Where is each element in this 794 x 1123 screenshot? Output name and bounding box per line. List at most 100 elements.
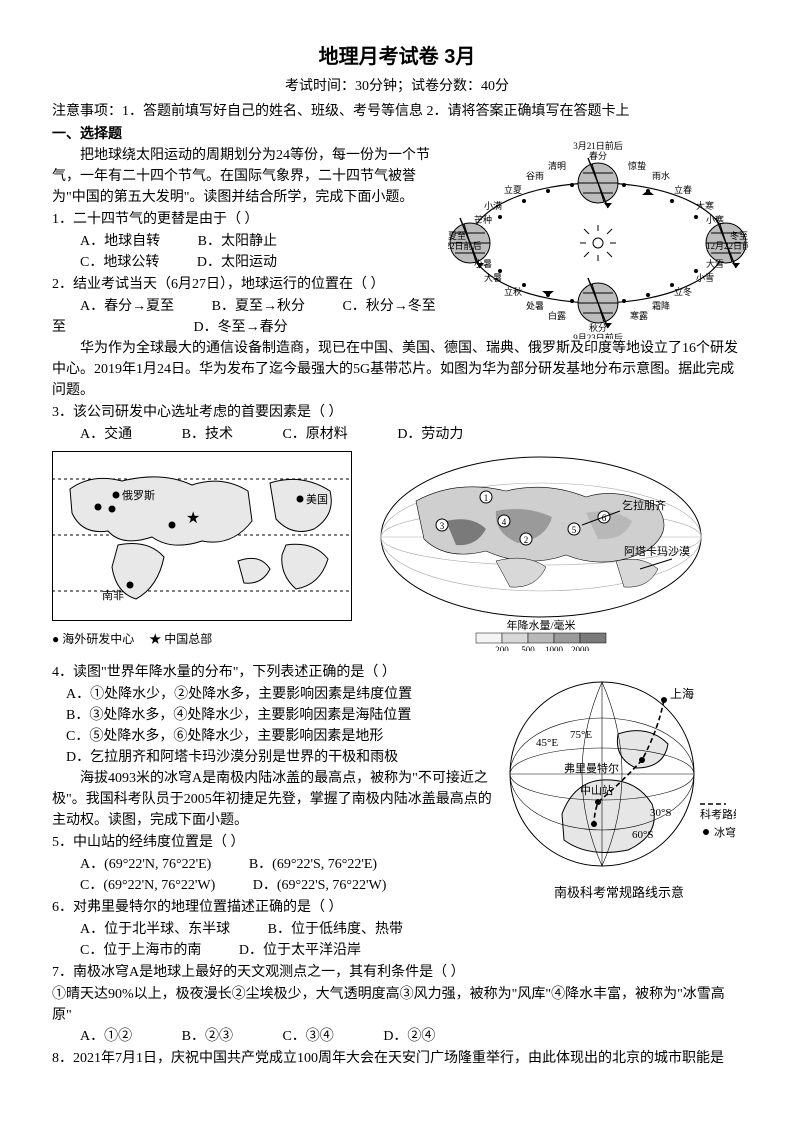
svg-text:500: 500	[521, 645, 535, 651]
world-precip-map: 1 2 3 4 5 6 乞拉朋齐 阿塔卡玛沙漠 年降水量/毫米 200 500 …	[376, 451, 706, 658]
q3-opt-c: C．原材料	[282, 424, 347, 445]
svg-text:1000: 1000	[545, 645, 564, 651]
svg-text:阿塔卡玛沙漠: 阿塔卡玛沙漠	[624, 545, 690, 558]
q4-opt-a: A．①处降水少，②处降水多，主要影响因素是纬度位置	[66, 684, 492, 705]
svg-text:1: 1	[484, 493, 489, 503]
antarctic-route-diagram: 30°S 60°S 45°E 75°E 上海 弗里曼特尔 中山站 科考路线 冰穹…	[502, 664, 736, 903]
svg-text:大雪: 大雪	[706, 258, 724, 269]
q6-opt-b: B．位于低纬度、热带	[268, 919, 403, 940]
exam-notice: 注意事项：1．答题前填写好自己的姓名、班级、考号等信息 2．请将答案正确填写在答…	[52, 101, 742, 122]
svg-text:9月23日前后: 9月23日前后	[573, 332, 623, 339]
q4-opt-d: D．乞拉朋齐和阿塔卡玛沙漠分别是世界的干极和雨极	[66, 747, 492, 768]
svg-text:谷雨: 谷雨	[526, 171, 544, 181]
q5-stem: 5．中山站的经纬度位置是（ ）	[52, 832, 492, 853]
q1-opt-d: D．太阳运动	[197, 252, 277, 273]
q1-opt-c: C．地球公转	[80, 252, 159, 273]
svg-text:夏至: 夏至	[448, 231, 466, 241]
q5-opt-b: B．(69°22'S, 76°22'E)	[249, 854, 377, 875]
q5-opt-c: C．(69°22'N, 76°22'W)	[80, 875, 215, 896]
solar-terms-diagram: 3月21日前后 春分 清明 谷雨 立夏 小满 芒种 惊蛰 雨水 立春 大寒 小寒…	[448, 139, 748, 339]
q6-opt-a: A．位于北半球、东半球	[80, 919, 230, 940]
svg-text:3月21日前后: 3月21日前后	[573, 140, 623, 151]
q1-stem: 1．二十四节气的更替是由于（ ）	[52, 209, 432, 230]
legend-hq: ★ 中国总部	[149, 632, 212, 646]
svg-text:★: ★	[186, 510, 200, 527]
svg-text:年降水量/毫米: 年降水量/毫米	[506, 618, 575, 632]
svg-text:清明: 清明	[548, 160, 566, 171]
svg-text:5: 5	[572, 525, 577, 535]
svg-text:2000: 2000	[571, 645, 590, 651]
q1-opt-a: A．地球自转	[80, 231, 160, 252]
svg-text:75°E: 75°E	[570, 729, 592, 741]
svg-text:霜降: 霜降	[652, 300, 670, 311]
svg-text:小满: 小满	[484, 201, 502, 211]
intro-2: 华为作为全球最大的通信设备制造商，现已在中国、美国、德国、瑞典、俄罗斯及印度等地…	[52, 338, 742, 401]
q7-stem: 7．南极冰穹A是地球上最好的天文观测点之一，其有利条件是（ ）	[52, 962, 742, 983]
svg-text:春分: 春分	[589, 150, 607, 161]
svg-text:立春: 立春	[674, 184, 692, 195]
antarctic-caption: 南极科考常规路线示意	[502, 883, 736, 903]
svg-text:白露: 白露	[548, 310, 566, 321]
world-rd-map: 俄罗斯 美国 南非 ★ ● 海外研发中心 ★ 中国总部	[52, 451, 352, 658]
svg-text:小雪: 小雪	[696, 273, 714, 283]
q4-opt-c: C．⑤处降水多，⑥处降水少，主要影响因素是地形	[66, 726, 492, 747]
legend-overseas: ● 海外研发中心	[52, 632, 134, 646]
svg-text:弗里曼特尔: 弗里曼特尔	[564, 761, 619, 775]
svg-text:4: 4	[502, 517, 507, 527]
svg-text:寒露: 寒露	[630, 310, 648, 321]
svg-text:冬至: 冬至	[730, 230, 748, 241]
svg-text:南非: 南非	[102, 589, 124, 602]
svg-text:200: 200	[495, 645, 509, 651]
svg-text:秋分: 秋分	[589, 322, 607, 333]
svg-text:小寒: 小寒	[706, 214, 724, 225]
svg-text:惊蛰: 惊蛰	[628, 160, 646, 171]
q7-opt-a: A．①②	[80, 1026, 132, 1047]
svg-text:30°S: 30°S	[650, 807, 672, 819]
intro-1: 把地球绕太阳运动的周期划分为24等份，每一份为一个节气，一年有二十四个节气。在国…	[52, 145, 432, 208]
svg-text:芒种: 芒种	[474, 214, 492, 225]
q6-opt-d: D．位于太平洋沿岸	[239, 940, 361, 961]
svg-text:12月22日前后: 12月22日前后	[706, 240, 748, 251]
q6-opt-c: C．位于上海市的南	[80, 940, 201, 961]
q7-conditions: ①晴天达90%以上，极夜漫长②尘埃极少，大气透明度高③风力强，被称为"风库"④降…	[52, 984, 742, 1026]
q7-opt-c: C．③④	[282, 1026, 333, 1047]
svg-text:2: 2	[524, 535, 529, 545]
q2-opt-c: C．秋分→冬至	[342, 296, 435, 317]
svg-text:立冬: 立冬	[674, 286, 692, 297]
q3-opt-b: B．技术	[182, 424, 233, 445]
svg-text:处暑: 处暑	[526, 300, 544, 311]
q8-stem: 8．2021年7月1日，庆祝中国共产党成立100周年大会在天安门广场隆重举行，由…	[52, 1048, 742, 1069]
q4-stem: 4．读图"世界年降水量的分布"，下列表述正确的是（ ）	[52, 662, 492, 683]
svg-text:6: 6	[602, 513, 607, 523]
svg-text:俄罗斯: 俄罗斯	[122, 489, 155, 502]
svg-text:科考路线: 科考路线	[700, 807, 736, 821]
svg-text:中山站: 中山站	[580, 783, 613, 797]
intro-3: 海拔4093米的冰穹A是南极内陆冰盖的最高点，被称为"不可接近之极"。我国科考队…	[52, 768, 492, 831]
svg-text:大寒: 大寒	[696, 200, 714, 211]
svg-text:45°E: 45°E	[536, 737, 558, 749]
q7-opt-d: D．②④	[383, 1026, 435, 1047]
svg-text:雨水: 雨水	[652, 170, 670, 181]
svg-text:美国: 美国	[306, 493, 328, 506]
svg-text:60°S: 60°S	[632, 829, 654, 841]
svg-text:乞拉朋齐: 乞拉朋齐	[622, 498, 666, 512]
q1-opt-b: B．太阳静止	[198, 231, 277, 252]
svg-text:3: 3	[440, 521, 445, 531]
svg-text:6月22日前后: 6月22日前后	[448, 240, 482, 251]
q4-opt-b: B．③处降水多，④处降水少，主要影响因素是海陆位置	[66, 705, 492, 726]
q3-opt-a: A．交通	[80, 424, 132, 445]
svg-text:上海: 上海	[670, 686, 694, 701]
q2-opt-a: A．春分→夏至	[80, 296, 174, 317]
q5-opt-a: A．(69°22'N, 76°22'E)	[80, 854, 211, 875]
q7-opt-b: B．②③	[182, 1026, 233, 1047]
q2-stem: 2．结业考试当天（6月27日），地球运行的位置在（ ）	[52, 274, 432, 295]
q2-opt-b: B．夏至→秋分	[212, 296, 305, 317]
svg-text:冰穹A: 冰穹A	[714, 825, 736, 839]
page-title: 地理月考试卷 3月	[52, 42, 742, 72]
q5-opt-d: D．(69°22'S, 76°22'W)	[253, 875, 387, 896]
q3-stem: 3．该公司研发中心选址考虑的首要因素是（ ）	[52, 402, 742, 423]
svg-text:小暑: 小暑	[474, 259, 492, 269]
q2-opt-d: D．冬至→春分	[194, 317, 288, 338]
svg-text:立秋: 立秋	[504, 286, 522, 297]
q6-stem: 6．对弗里曼特尔的地理位置描述正确的是（ ）	[52, 897, 492, 918]
